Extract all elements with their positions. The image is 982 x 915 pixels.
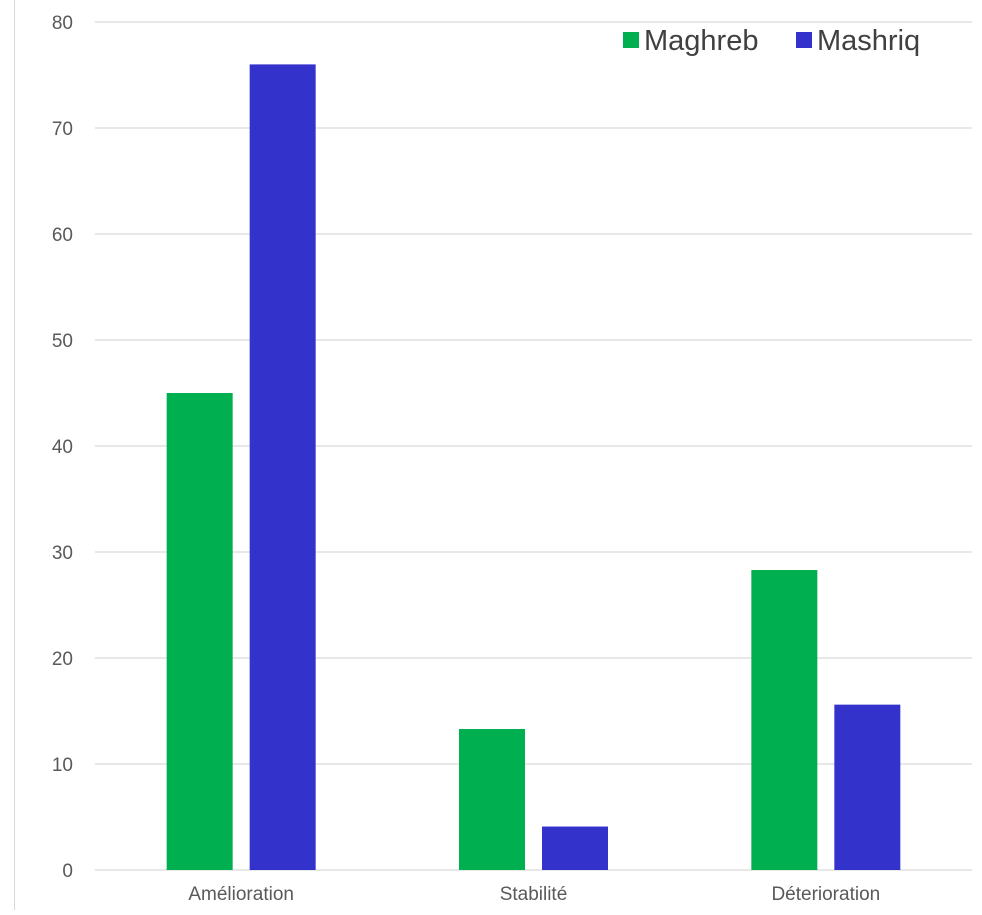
y-tick-label: 60 (52, 225, 73, 246)
bar-maghreb-1 (459, 729, 525, 870)
bar-mashriq-2 (834, 704, 901, 870)
legend-label-mashriq: Mashriq (817, 25, 920, 57)
x-category-label: Stabilité (500, 884, 568, 905)
bar-maghreb-0 (166, 393, 233, 870)
y-tick-label: 80 (52, 13, 73, 34)
legend-label-maghreb: Maghreb (644, 25, 758, 57)
y-tick-label: 20 (52, 649, 73, 670)
bar-mashriq-0 (249, 64, 316, 870)
chart-left-border (14, 0, 15, 910)
y-tick-label: 70 (52, 119, 73, 140)
y-tick-label: 50 (52, 331, 73, 352)
x-category-label: Déterioration (771, 884, 880, 905)
bar-mashriq-1 (542, 826, 608, 870)
y-tick-label: 40 (52, 437, 73, 458)
x-axis-categories: Amélioration Stabilité Déterioration (188, 884, 880, 905)
x-category-label: Amélioration (188, 884, 294, 905)
legend-swatch-maghreb (623, 32, 639, 48)
legend-swatch-mashriq (796, 32, 812, 48)
y-tick-label: 10 (52, 755, 73, 776)
y-tick-label: 30 (52, 543, 73, 564)
y-tick-label: 0 (62, 861, 73, 882)
bars (166, 64, 901, 870)
legend: Maghreb Mashriq (623, 25, 920, 57)
gridlines (95, 21, 972, 871)
bar-maghreb-2 (751, 570, 818, 870)
y-axis-ticks: 0 10 20 30 40 50 60 70 80 (52, 13, 73, 882)
